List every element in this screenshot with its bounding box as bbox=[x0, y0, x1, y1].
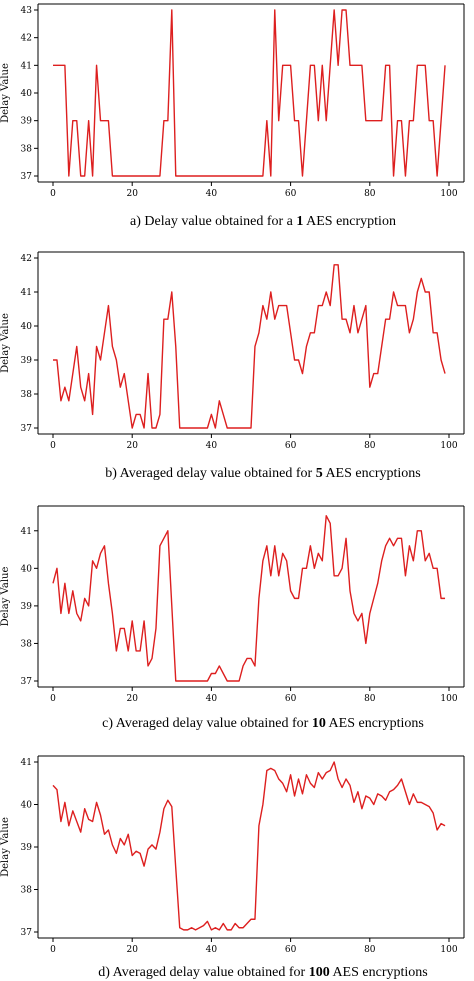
x-tick-label: 100 bbox=[440, 945, 457, 955]
x-tick-label: 0 bbox=[50, 694, 56, 704]
caption-prefix: b) Averaged delay value obtained for bbox=[105, 466, 315, 481]
y-tick-label: 39 bbox=[21, 356, 33, 366]
chart-caption: a) Delay value obtained for a 1 AES encr… bbox=[130, 214, 396, 229]
x-tick-label: 20 bbox=[126, 441, 138, 451]
series-line bbox=[52, 515, 446, 682]
y-tick-label: 39 bbox=[21, 602, 33, 612]
y-tick-label: 43 bbox=[21, 6, 33, 16]
chart-caption: c) Averaged delay value obtained for 10 … bbox=[102, 716, 424, 731]
x-tick-label: 80 bbox=[364, 441, 376, 451]
x-tick-label: 40 bbox=[206, 694, 218, 704]
x-tick-label: 40 bbox=[206, 189, 218, 199]
y-tick-label: 42 bbox=[21, 254, 32, 264]
y-tick-label: 38 bbox=[21, 639, 33, 649]
x-tick-label: 100 bbox=[440, 189, 457, 199]
chart-caption: b) Averaged delay value obtained for 5 A… bbox=[105, 466, 420, 481]
caption-count: 1 bbox=[296, 214, 303, 229]
caption-count: 5 bbox=[316, 466, 323, 481]
x-tick-label: 0 bbox=[50, 441, 56, 451]
chart-caption: d) Averaged delay value obtained for 100… bbox=[98, 965, 427, 980]
x-tick-label: 80 bbox=[364, 945, 376, 955]
series-line bbox=[52, 761, 446, 931]
series-line bbox=[53, 9, 446, 177]
chart-panel-2: 0 20 40 60 80 100 37 38 39 40 41 42 Delay Value b) Av… bbox=[0, 251, 465, 481]
y-axis-label: Delay Value bbox=[0, 567, 11, 627]
y-tick-label: 37 bbox=[21, 928, 33, 938]
caption-suffix: AES encryptions bbox=[323, 466, 421, 481]
y-tick-label: 37 bbox=[21, 424, 33, 434]
caption-count: 10 bbox=[312, 716, 326, 731]
caption-suffix: AES encryption bbox=[303, 214, 396, 229]
x-tick-label: 20 bbox=[126, 189, 138, 199]
y-tick-label: 41 bbox=[21, 288, 32, 298]
y-axis-label: Delay Value bbox=[0, 313, 11, 373]
y-axis-label: Delay Value bbox=[0, 817, 11, 877]
x-tick-label: 60 bbox=[285, 945, 297, 955]
series-line bbox=[53, 264, 446, 429]
caption-prefix: a) Delay value obtained for a bbox=[130, 214, 296, 229]
y-tick-label: 37 bbox=[21, 677, 33, 687]
y-tick-label: 42 bbox=[21, 34, 32, 44]
caption-count: 100 bbox=[309, 965, 330, 980]
x-tick-label: 100 bbox=[440, 441, 457, 451]
y-tick-label: 41 bbox=[21, 527, 32, 537]
x-tick-label: 100 bbox=[440, 694, 457, 704]
y-tick-label: 41 bbox=[21, 758, 32, 768]
x-tick-label: 80 bbox=[364, 694, 376, 704]
caption-suffix: AES encryptions bbox=[326, 716, 424, 731]
x-tick-label: 60 bbox=[285, 694, 297, 704]
y-axis-label: Delay Value bbox=[0, 63, 11, 123]
x-tick-label: 20 bbox=[126, 945, 138, 955]
y-tick-label: 40 bbox=[21, 564, 33, 574]
x-tick-label: 60 bbox=[285, 441, 297, 451]
y-tick-label: 40 bbox=[21, 89, 33, 99]
y-tick-label: 39 bbox=[21, 117, 33, 127]
x-tick-label: 60 bbox=[285, 189, 297, 199]
y-tick-label: 40 bbox=[21, 322, 33, 332]
caption-prefix: d) Averaged delay value obtained for bbox=[98, 965, 308, 980]
y-tick-label: 40 bbox=[21, 801, 33, 811]
y-tick-label: 38 bbox=[21, 390, 33, 400]
x-tick-label: 0 bbox=[50, 945, 56, 955]
y-tick-label: 39 bbox=[21, 843, 33, 853]
x-tick-label: 40 bbox=[206, 945, 218, 955]
y-tick-label: 38 bbox=[21, 886, 33, 896]
caption-suffix: AES encryptions bbox=[330, 965, 428, 980]
chart-panel-4: 0 20 40 60 80 100 37 38 39 40 41 Delay Value d) Aver… bbox=[0, 755, 465, 980]
x-tick-label: 0 bbox=[50, 189, 56, 199]
y-tick-label: 41 bbox=[21, 61, 32, 71]
y-tick-label: 38 bbox=[21, 144, 33, 154]
y-tick-label: 37 bbox=[21, 172, 33, 182]
caption-prefix: c) Averaged delay value obtained for bbox=[102, 716, 312, 731]
x-tick-label: 40 bbox=[206, 441, 218, 451]
x-tick-label: 20 bbox=[126, 694, 138, 704]
chart-panel-1: 0 20 40 60 80 100 37 38 39 40 41 42 43 Delay Value a) … bbox=[0, 3, 465, 229]
x-tick-label: 80 bbox=[364, 189, 376, 199]
chart-panel-3: 0 20 40 60 80 100 37 38 39 40 41 Delay Value c) Aver… bbox=[0, 505, 465, 731]
